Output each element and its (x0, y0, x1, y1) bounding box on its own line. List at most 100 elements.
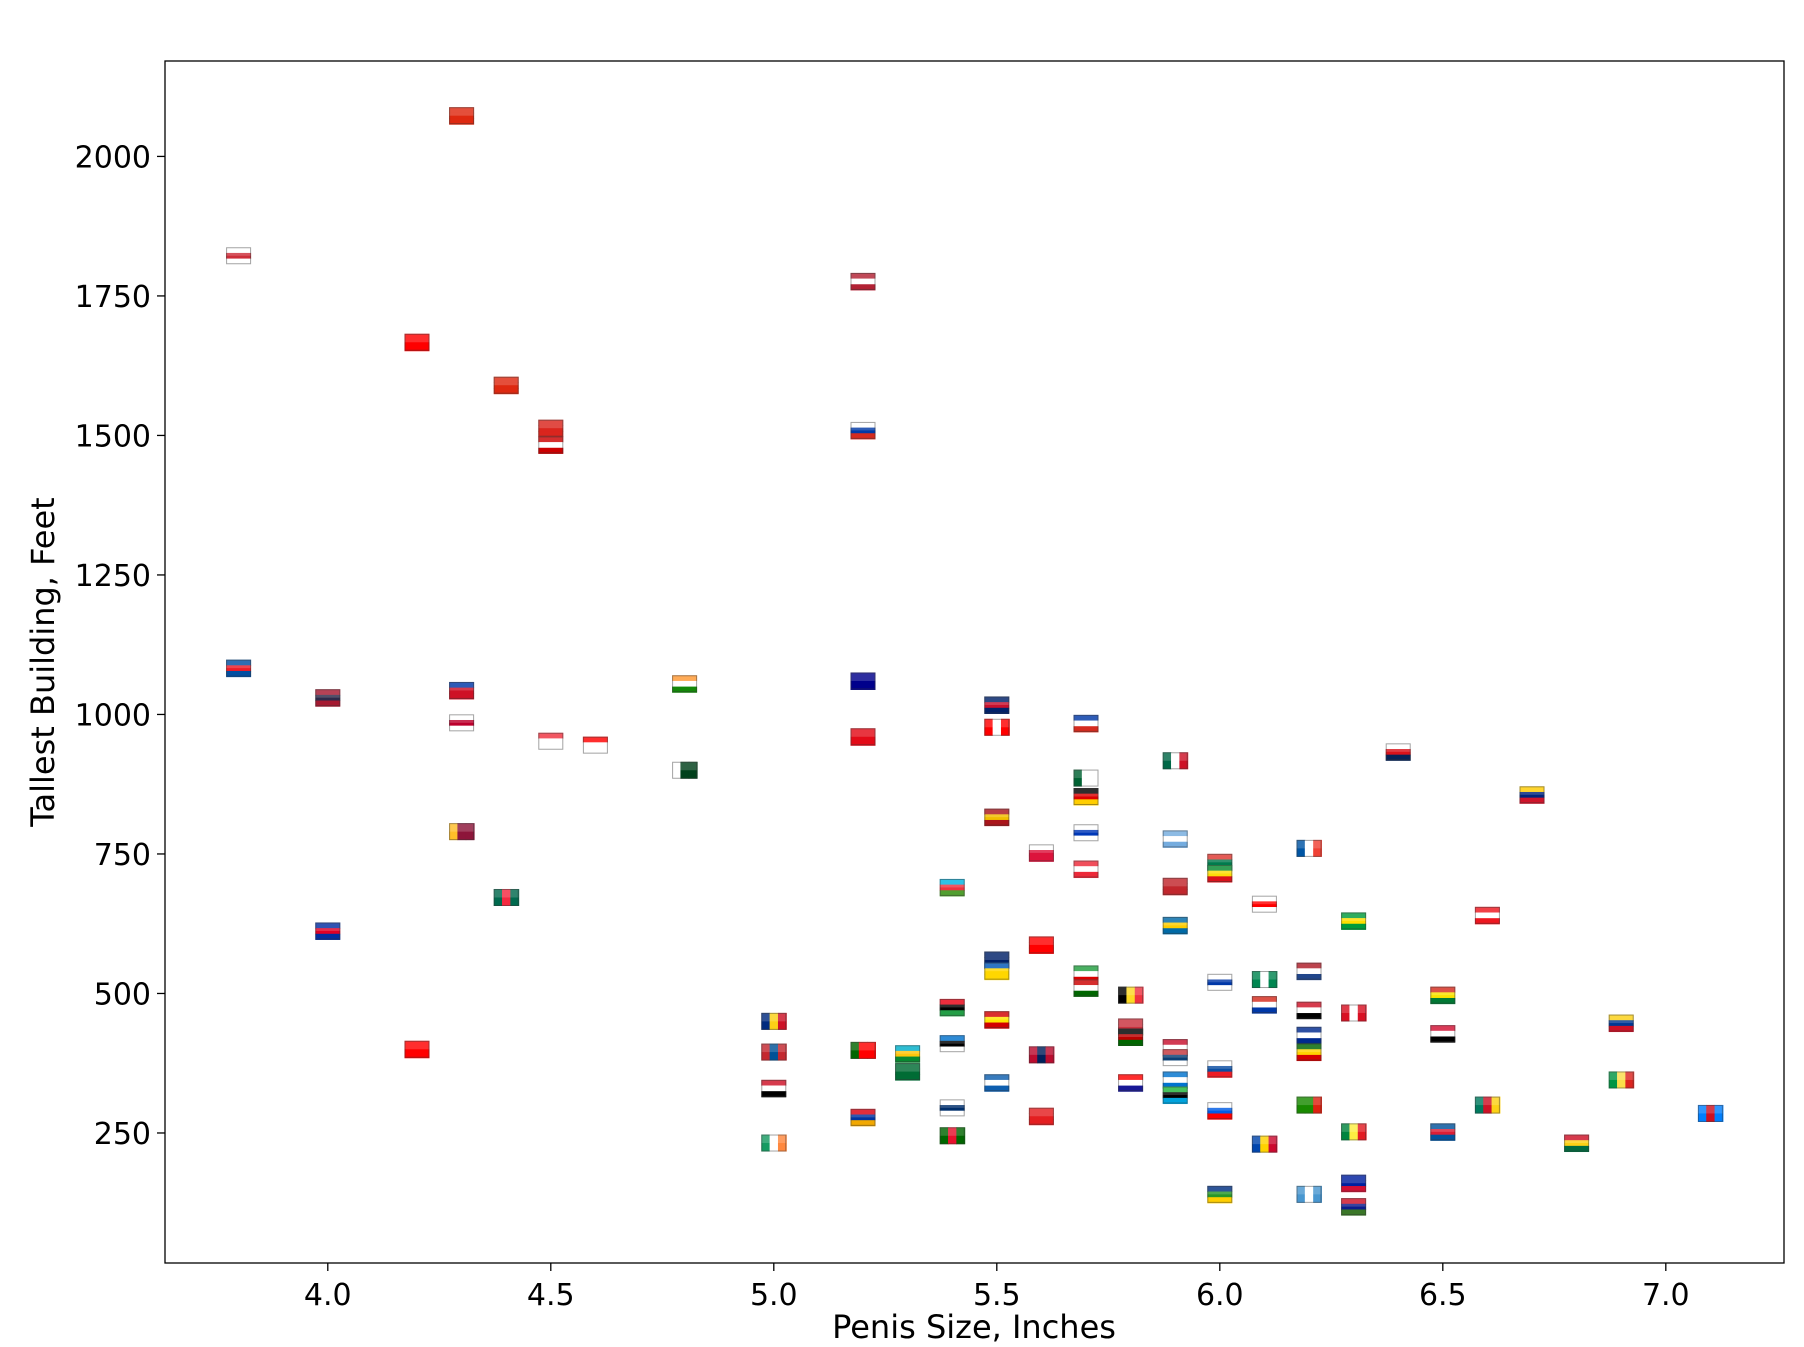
x-tick-label: 5.0 (750, 1278, 798, 1313)
flag-marker-ukraine (984, 962, 1010, 981)
flag-marker-panama (1385, 743, 1411, 761)
flag-marker-switzerland (1028, 936, 1054, 954)
flag-marker-chile (1073, 714, 1099, 733)
flag-marker-united-kingdom (984, 696, 1010, 714)
x-axis-ticks: 4.0 4.5 5.0 5.5 6.0 6.5 7.0 (304, 1263, 1690, 1313)
flag-marker-cuba (1296, 1026, 1322, 1045)
flag-marker-netherlands (1296, 962, 1322, 981)
y-tick-label: 750 (94, 838, 151, 873)
flag-marker-sweden (1162, 916, 1188, 935)
flag-marker-republic-of-the-congo (1608, 1071, 1635, 1089)
flag-marker-south-korea (226, 247, 252, 265)
flag-marker-lebanon (1474, 906, 1500, 925)
flag-marker-ghana (1564, 1134, 1590, 1153)
x-tick-label: 6.0 (1196, 1278, 1244, 1313)
flag-marker-estonia (939, 1035, 965, 1053)
y-axis-ticks: 250 500 750 1000 1250 1500 1750 2000 (75, 140, 165, 1152)
flag-marker-senegal (1341, 1123, 1367, 1141)
flag-marker-nigeria (1251, 971, 1278, 989)
flag-marker-taiwan (404, 333, 430, 352)
flag-marker-iceland (1430, 1123, 1456, 1141)
flag-marker-cambodia (315, 922, 341, 940)
x-tick-label: 6.5 (1419, 1278, 1467, 1313)
y-tick-label: 1750 (75, 280, 151, 315)
x-tick-label: 4.0 (304, 1278, 352, 1313)
flag-marker-austria (1073, 860, 1099, 879)
flag-marker-romania (761, 1012, 787, 1030)
y-tick-label: 500 (94, 977, 151, 1012)
flag-marker-thailand (315, 689, 341, 707)
flag-marker-kyrgyzstan (939, 1127, 966, 1145)
flag-marker-portugal (850, 1041, 876, 1059)
flag-marker-israel (1073, 824, 1099, 842)
flag-marker-argentina (1162, 830, 1188, 848)
y-axis-label: Tallest Building, Feet (24, 497, 62, 827)
x-axis-label: Penis Size, Inches (832, 1308, 1116, 1346)
flag-marker-libya (939, 998, 965, 1017)
flag-marker-kenya (1118, 1028, 1144, 1046)
flag-marker-poland (1028, 844, 1054, 862)
y-tick-label: 250 (94, 1117, 151, 1152)
flag-marker-georgia (1251, 895, 1277, 914)
flag-marker-finland (939, 1099, 965, 1117)
flag-marker-central-african-republic (1207, 1185, 1233, 1204)
y-tick-label: 1500 (75, 419, 151, 454)
flag-marker-france (1296, 839, 1323, 857)
flag-marker-mexico (1162, 752, 1189, 770)
flag-marker-mongolia (761, 1043, 787, 1061)
flag-marker-japan (449, 714, 475, 732)
flag-marker-brazil (1341, 912, 1367, 930)
flag-marker-algeria (1073, 769, 1100, 787)
flag-marker-serbia (1162, 1049, 1188, 1067)
flag-marker-bolivia (1430, 986, 1456, 1005)
flag-marker-sri-lanka (449, 823, 475, 841)
flag-marker-paraguay (1251, 996, 1277, 1014)
plot-area (164, 60, 1785, 1264)
flag-marker-kazakhstan (895, 1045, 921, 1063)
flag-marker-germany (1073, 787, 1099, 806)
flag-marker-gambia (1341, 1198, 1367, 1216)
flag-marker-ireland (761, 1134, 787, 1152)
flag-marker-hong-kong (493, 376, 519, 395)
flag-marker-tajikistan (1073, 979, 1099, 997)
x-tick-label: 4.5 (527, 1278, 575, 1313)
flag-marker-malaysia (538, 436, 564, 454)
y-tick-label: 1250 (75, 559, 151, 594)
flag-marker-india (672, 675, 698, 693)
flag-marker-croatia (1118, 1074, 1144, 1092)
flag-marker-myanmar (404, 1040, 430, 1059)
y-tick-label: 2000 (75, 140, 151, 175)
flag-marker-singapore (538, 732, 564, 751)
flag-marker-ethiopia (1207, 864, 1233, 883)
flag-marker-moldova (1251, 1135, 1278, 1153)
flag-marker-canada (984, 718, 1010, 736)
flag-marker-philippines (449, 681, 475, 700)
flag-marker-north-korea (226, 659, 252, 678)
flag-marker-albania (1028, 1107, 1054, 1126)
flag-marker-norway (1028, 1046, 1055, 1064)
flag-marker-greece (984, 1074, 1010, 1092)
flag-marker-dr-congo (1697, 1104, 1724, 1122)
flag-marker-yemen (761, 1079, 787, 1098)
y-tick-label: 1000 (75, 698, 151, 733)
flag-marker-zambia (1296, 1096, 1323, 1114)
flag-marker-venezuela (1519, 786, 1545, 804)
flag-marker-vietnam (538, 419, 564, 438)
flag-marker-china (449, 107, 475, 125)
flag-marker-zimbabwe (1296, 1043, 1322, 1062)
flag-marker-pakistan (672, 761, 698, 779)
flag-marker-peru (1341, 1004, 1367, 1022)
flag-marker-tanzania (1162, 1086, 1188, 1105)
flag-marker-colombia (1608, 1014, 1634, 1033)
flag-marker-uruguay (1207, 973, 1233, 992)
flag-marker-morocco (1162, 877, 1188, 896)
flag-marker-russia (850, 421, 876, 440)
flag-marker-bangladesh (493, 888, 520, 906)
flag-marker-australia (850, 672, 876, 690)
x-tick-label: 5.5 (973, 1278, 1021, 1313)
flag-marker-slovakia (1207, 1060, 1233, 1078)
flag-marker-azerbaijan (939, 878, 965, 897)
flag-marker-sudan (1430, 1025, 1456, 1043)
flag-marker-belgium (1118, 986, 1144, 1004)
